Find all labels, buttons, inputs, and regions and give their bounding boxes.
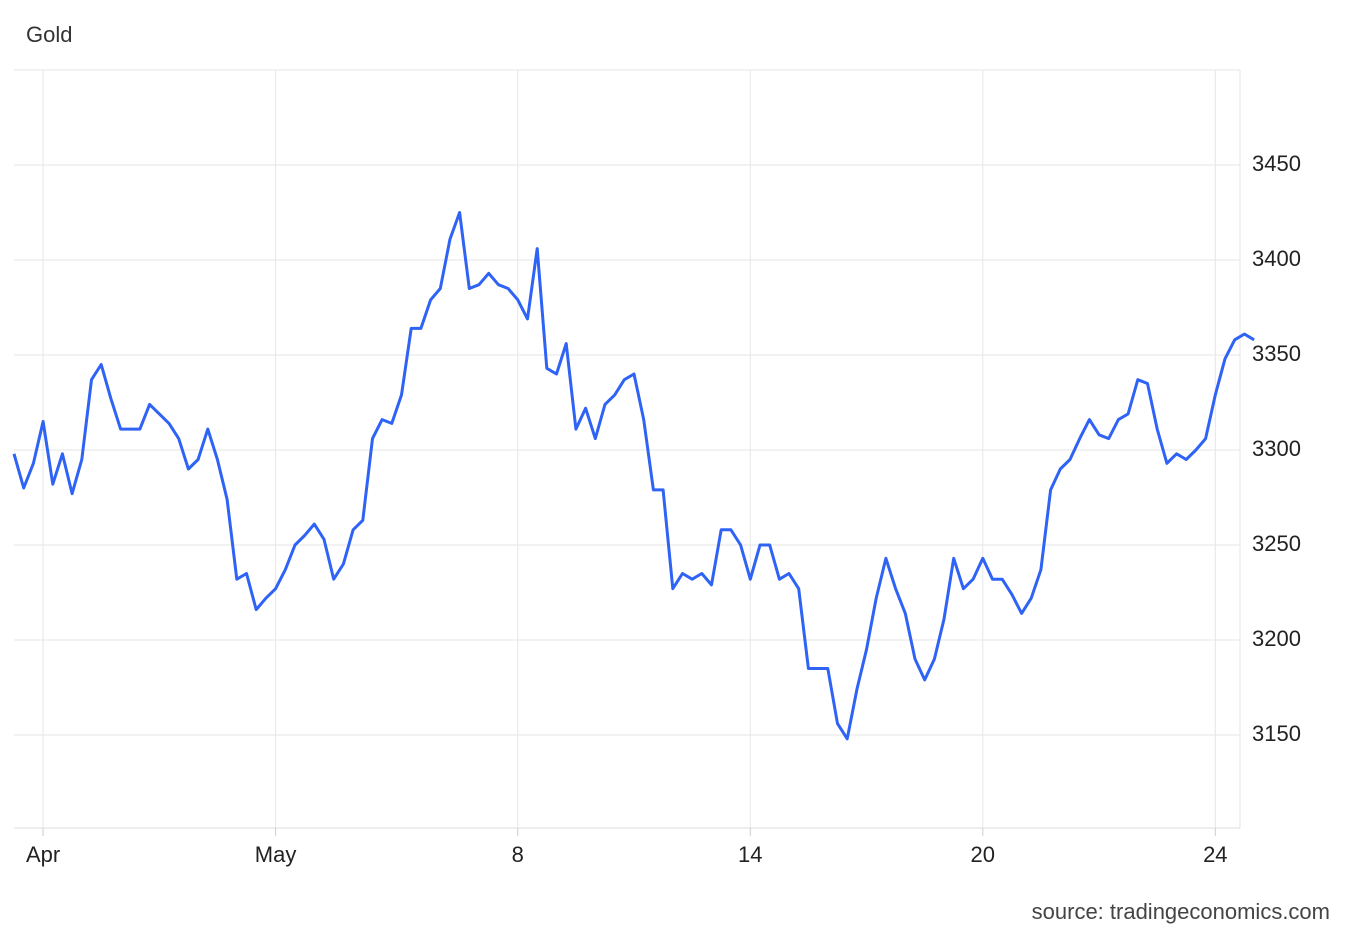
y-tick-label: 3450 [1252,151,1301,176]
price-line [12,211,1255,741]
chart-title: Gold [26,22,72,47]
x-tick-label: 20 [971,842,995,867]
y-tick-label: 3400 [1252,246,1301,271]
y-tick-label: 3300 [1252,436,1301,461]
x-tick-label: 24 [1203,842,1227,867]
x-tick-label: 14 [738,842,762,867]
x-tick-label: May [255,842,297,867]
y-tick-label: 3250 [1252,531,1301,556]
y-tick-label: 3150 [1252,721,1301,746]
y-tick-label: 3350 [1252,341,1301,366]
y-tick-label: 3200 [1252,626,1301,651]
source-note: source: tradingeconomics.com [1032,899,1330,924]
x-tick-label: Apr [26,842,60,867]
x-tick-label: 8 [512,842,524,867]
